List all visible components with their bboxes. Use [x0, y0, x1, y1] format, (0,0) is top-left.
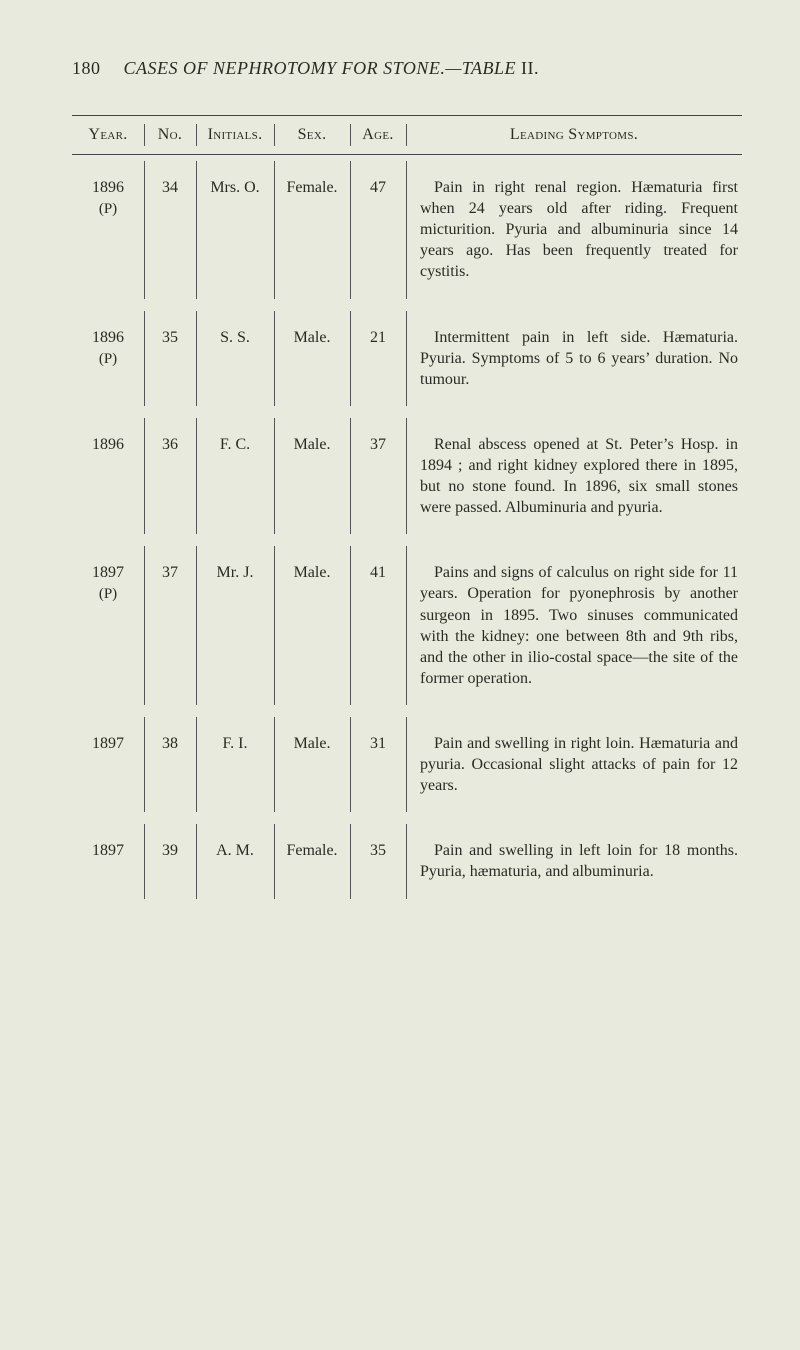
col-no: No.	[144, 116, 196, 155]
cases-table: Year. No. Initials. Sex. Age. Leading Sy…	[72, 115, 742, 905]
cell-age: 41	[350, 540, 406, 711]
cell-sex: Female.	[274, 155, 350, 305]
cell-initials: A. M.	[196, 818, 274, 904]
running-title: CASES OF NEPHROTOMY FOR STONE.—TABLE II.	[124, 58, 540, 78]
cell-initials: F. I.	[196, 711, 274, 818]
table-row: 1897 39 A. M. Female. 35 Pain and swelli…	[72, 818, 742, 904]
cell-age: 35	[350, 818, 406, 904]
cell-no: 36	[144, 412, 196, 540]
cell-symptoms: Intermittent pain in left side. Hæmaturi…	[406, 305, 742, 412]
col-sex: Sex.	[274, 116, 350, 155]
cell-sex: Male.	[274, 540, 350, 711]
cell-initials: Mr. J.	[196, 540, 274, 711]
cell-initials: F. C.	[196, 412, 274, 540]
col-initials: Initials.	[196, 116, 274, 155]
table-header-row: Year. No. Initials. Sex. Age. Leading Sy…	[72, 116, 742, 155]
cell-sex: Female.	[274, 818, 350, 904]
col-age: Age.	[350, 116, 406, 155]
cell-age: 21	[350, 305, 406, 412]
cell-sex: Male.	[274, 305, 350, 412]
cell-year: 1897 (P)	[72, 540, 144, 711]
page: 180 CASES OF NEPHROTOMY FOR STONE.—TABLE…	[0, 0, 800, 1350]
page-number: 180	[72, 58, 101, 79]
cell-year: 1896 (P)	[72, 305, 144, 412]
cell-no: 39	[144, 818, 196, 904]
table-row: 1896 (P) 34 Mrs. O. Female. 47 Pain in r…	[72, 155, 742, 305]
cell-age: 37	[350, 412, 406, 540]
cell-symptoms: Pain and swelling in right loin. Hæmatur…	[406, 711, 742, 818]
cell-year: 1897	[72, 818, 144, 904]
cell-initials: S. S.	[196, 305, 274, 412]
cell-symptoms: Renal abscess opened at St. Peter’s Hosp…	[406, 412, 742, 540]
cell-year: 1896	[72, 412, 144, 540]
col-year: Year.	[72, 116, 144, 155]
cell-no: 37	[144, 540, 196, 711]
table-row: 1896 36 F. C. Male. 37 Renal abscess ope…	[72, 412, 742, 540]
table-row: 1897 (P) 37 Mr. J. Male. 41 Pains and si…	[72, 540, 742, 711]
cell-age: 31	[350, 711, 406, 818]
table-row: 1897 38 F. I. Male. 31 Pain and swelling…	[72, 711, 742, 818]
cell-age: 47	[350, 155, 406, 305]
cell-no: 35	[144, 305, 196, 412]
cell-symptoms: Pain and swelling in left loin for 18 mo…	[406, 818, 742, 904]
cell-no: 38	[144, 711, 196, 818]
col-symptoms: Leading Symptoms.	[406, 116, 742, 155]
cell-year: 1896 (P)	[72, 155, 144, 305]
cell-symptoms: Pains and signs of calculus on right sid…	[406, 540, 742, 711]
cell-year: 1897	[72, 711, 144, 818]
cell-sex: Male.	[274, 412, 350, 540]
running-head: 180 CASES OF NEPHROTOMY FOR STONE.—TABLE…	[72, 58, 742, 79]
cell-no: 34	[144, 155, 196, 305]
table-row: 1896 (P) 35 S. S. Male. 21 Intermittent …	[72, 305, 742, 412]
cell-sex: Male.	[274, 711, 350, 818]
cell-initials: Mrs. O.	[196, 155, 274, 305]
cell-symptoms: Pain in right renal region. Hæmaturia fi…	[406, 155, 742, 305]
